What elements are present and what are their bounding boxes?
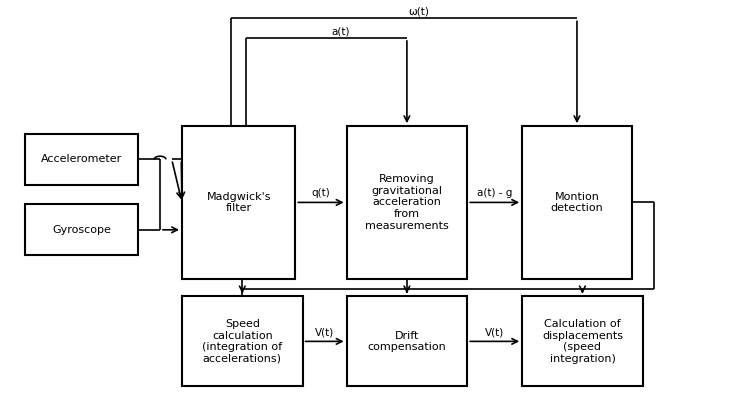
Text: Accelerometer: Accelerometer	[41, 154, 122, 164]
Text: ω(t): ω(t)	[408, 6, 429, 17]
Text: a(t) - g: a(t) - g	[477, 189, 512, 198]
Text: Madgwick's
filter: Madgwick's filter	[206, 192, 271, 213]
Text: a(t): a(t)	[332, 26, 350, 36]
FancyBboxPatch shape	[25, 134, 138, 185]
Text: Montion
detection: Montion detection	[551, 192, 604, 213]
Text: V(t): V(t)	[485, 328, 504, 337]
Text: q(t): q(t)	[312, 189, 330, 198]
FancyBboxPatch shape	[182, 297, 303, 386]
FancyBboxPatch shape	[25, 204, 138, 255]
Text: Speed
calculation
(integration of
accelerations): Speed calculation (integration of accele…	[202, 319, 282, 364]
Text: Gyroscope: Gyroscope	[52, 225, 111, 235]
Text: V(t): V(t)	[315, 328, 335, 337]
Text: Removing
gravitational
acceleration
from
measurements: Removing gravitational acceleration from…	[365, 174, 449, 231]
FancyBboxPatch shape	[346, 126, 467, 279]
Text: Calculation of
displacements
(speed
integration): Calculation of displacements (speed inte…	[542, 319, 623, 364]
FancyBboxPatch shape	[522, 126, 632, 279]
FancyBboxPatch shape	[182, 126, 296, 279]
FancyBboxPatch shape	[522, 297, 643, 386]
FancyBboxPatch shape	[346, 297, 467, 386]
Text: Drift
compensation: Drift compensation	[368, 331, 447, 352]
